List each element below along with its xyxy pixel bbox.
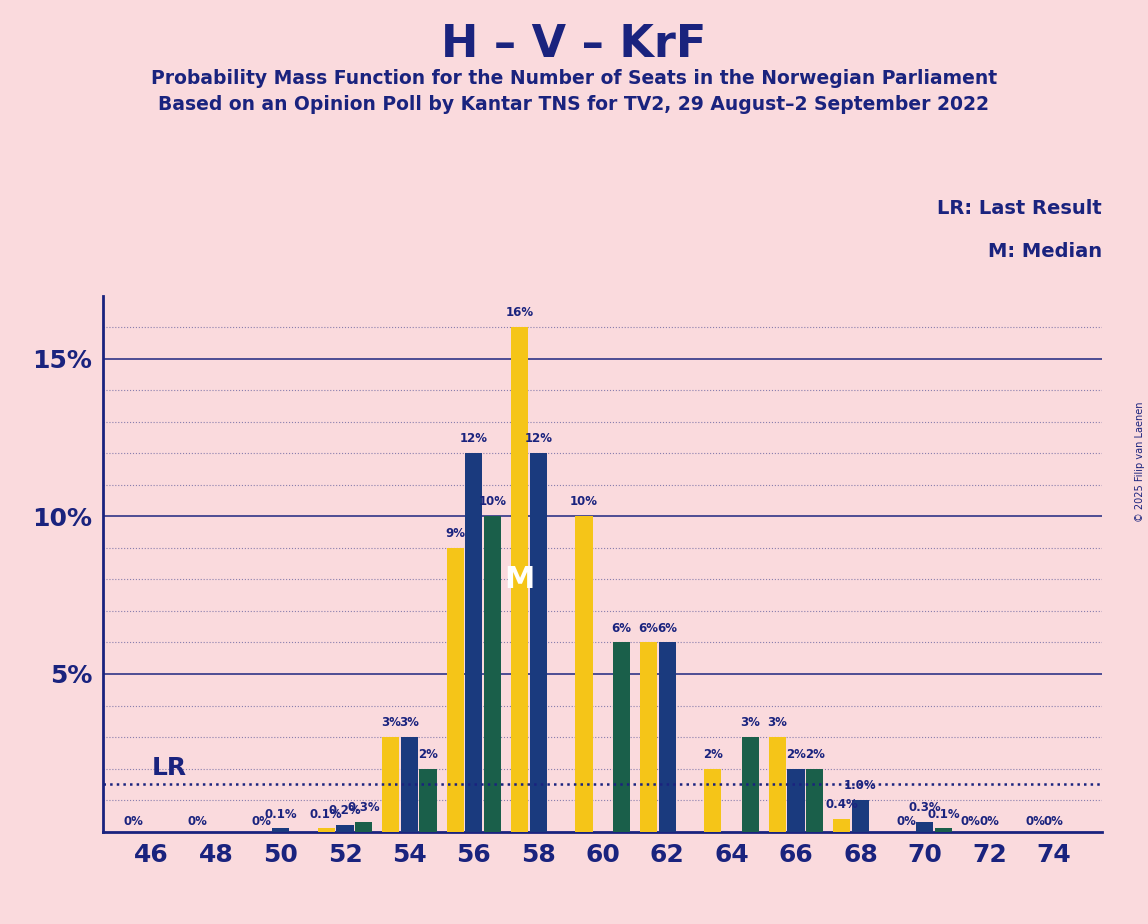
Text: 1.0%: 1.0% — [844, 779, 877, 792]
Bar — [788, 769, 805, 832]
Text: LR: LR — [152, 756, 187, 780]
Text: 2%: 2% — [703, 748, 723, 760]
Bar — [511, 327, 528, 832]
Text: 0.3%: 0.3% — [908, 801, 941, 814]
Bar — [659, 642, 676, 832]
Text: 0.1%: 0.1% — [310, 808, 342, 821]
Bar — [613, 642, 630, 832]
Text: 12%: 12% — [460, 432, 488, 445]
Bar — [419, 769, 436, 832]
Bar — [742, 737, 759, 832]
Bar — [382, 737, 400, 832]
Bar — [318, 829, 335, 832]
Text: 0%: 0% — [961, 815, 980, 828]
Bar — [465, 454, 482, 832]
Bar — [806, 769, 823, 832]
Text: Based on an Opinion Poll by Kantar TNS for TV2, 29 August–2 September 2022: Based on an Opinion Poll by Kantar TNS f… — [158, 95, 990, 115]
Bar — [575, 517, 592, 832]
Bar — [934, 829, 952, 832]
Text: 0.4%: 0.4% — [825, 798, 859, 811]
Text: 9%: 9% — [445, 527, 465, 540]
Bar — [272, 829, 289, 832]
Text: 2%: 2% — [418, 748, 439, 760]
Text: M: Median: M: Median — [988, 242, 1102, 261]
Text: 0%: 0% — [1025, 815, 1045, 828]
Bar — [355, 822, 372, 832]
Text: 10%: 10% — [571, 495, 598, 508]
Bar — [769, 737, 786, 832]
Text: Probability Mass Function for the Number of Seats in the Norwegian Parliament: Probability Mass Function for the Number… — [150, 69, 998, 89]
Text: 0%: 0% — [897, 815, 916, 828]
Text: 3%: 3% — [767, 716, 788, 729]
Text: LR: Last Result: LR: Last Result — [937, 200, 1102, 218]
Text: 3%: 3% — [400, 716, 419, 729]
Text: 0.2%: 0.2% — [328, 805, 362, 818]
Text: 6%: 6% — [638, 622, 659, 635]
Bar — [484, 517, 502, 832]
Text: 0.1%: 0.1% — [264, 808, 297, 821]
Bar — [852, 800, 869, 832]
Text: 2%: 2% — [786, 748, 806, 760]
Text: 0%: 0% — [123, 815, 142, 828]
Bar — [639, 642, 657, 832]
Text: 10%: 10% — [479, 495, 506, 508]
Text: 12%: 12% — [525, 432, 552, 445]
Bar — [704, 769, 721, 832]
Text: 16%: 16% — [505, 307, 534, 320]
Bar — [529, 454, 546, 832]
Text: 3%: 3% — [381, 716, 401, 729]
Text: 0%: 0% — [187, 815, 208, 828]
Text: 6%: 6% — [612, 622, 631, 635]
Text: 0.1%: 0.1% — [928, 808, 960, 821]
Bar — [401, 737, 418, 832]
Text: 0%: 0% — [1044, 815, 1064, 828]
Text: 3%: 3% — [740, 716, 760, 729]
Bar — [833, 819, 851, 832]
Text: © 2025 Filip van Laenen: © 2025 Filip van Laenen — [1135, 402, 1145, 522]
Text: 0%: 0% — [979, 815, 999, 828]
Bar — [336, 825, 354, 832]
Text: 6%: 6% — [657, 622, 677, 635]
Bar — [916, 822, 933, 832]
Text: 0.3%: 0.3% — [348, 801, 380, 814]
Text: 2%: 2% — [805, 748, 824, 760]
Text: M: M — [504, 565, 535, 594]
Text: H – V – KrF: H – V – KrF — [441, 23, 707, 67]
Text: 0%: 0% — [251, 815, 272, 828]
Bar — [447, 548, 464, 832]
